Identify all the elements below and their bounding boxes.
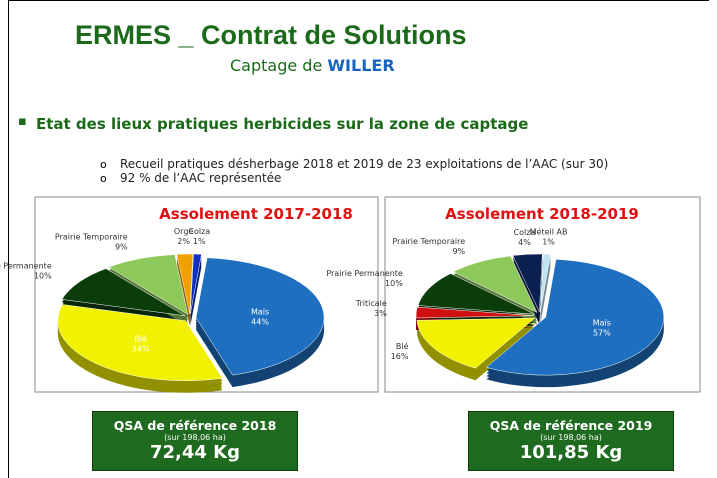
slice-label: Prairie Temporaire [55, 233, 128, 242]
slice-value: 16% [391, 352, 409, 361]
slice-label: Blé [396, 341, 409, 351]
slice-label: Colza [188, 227, 210, 236]
slice [540, 253, 551, 313]
slice-value: 2% [177, 237, 190, 246]
slice-value: 3% [374, 309, 387, 318]
subtitle-highlight: WILLER [327, 56, 395, 75]
sub-bullet: 92 % de l’AAC représentée [120, 171, 282, 185]
qsa-note: (sur 198,06 ha) [164, 433, 226, 442]
slice [61, 268, 186, 317]
slice [108, 254, 189, 315]
slice-label: Blé [134, 333, 147, 343]
slice-value: 9% [115, 243, 128, 252]
chart-title: Assolement 2017-2018 [159, 205, 353, 223]
slide-title: ERMES _ Contrat de Solutions [75, 20, 467, 50]
qsa-value: 72,44 Kg [149, 442, 241, 463]
sub-bullet: Recueil pratiques désherbage 2018 et 201… [120, 157, 609, 171]
slice-label: Prairie Permanente [326, 269, 403, 278]
qsa-box: QSA de référence 2019 (sur 198,06 ha) 10… [468, 411, 674, 471]
slice-label: Méteil AB [530, 227, 568, 237]
slice-value: 9% [452, 247, 465, 256]
slice-value: 44% [251, 318, 269, 327]
qsa-title: QSA de référence 2019 [489, 418, 653, 433]
slice-label: Orge [174, 227, 194, 236]
slice [417, 273, 535, 315]
bullet-marker: ▪ [18, 114, 27, 129]
slice-label: Prairie Permanente [0, 262, 52, 271]
slice-label: Prairie Temporaire [392, 237, 465, 246]
slice-value: 1% [193, 237, 206, 246]
slice [195, 257, 325, 376]
slice-label: Maïs [251, 308, 269, 317]
slice-label: Colza [514, 228, 536, 237]
slice-value: 34% [132, 344, 150, 353]
chart-title: Assolement 2018-2019 [445, 205, 639, 223]
slice [452, 255, 538, 314]
sub-bullet-marker: o [100, 158, 107, 171]
slice [57, 304, 223, 382]
slice-value: 10% [385, 279, 403, 288]
slice-value: 1% [542, 238, 555, 247]
bullet: Etat des lieux pratiques herbicides sur … [36, 115, 529, 133]
slice [416, 317, 536, 369]
slice-value: 57% [593, 329, 611, 338]
sub-bullet-marker: o [100, 172, 107, 185]
qsa-note: (sur 198,06 ha) [540, 433, 602, 442]
qsa-box: QSA de référence 2018 (sur 198,06 ha) 72… [92, 411, 298, 471]
subtitle: Captage de WILLER [230, 56, 395, 75]
slice [485, 259, 664, 376]
slice-value: 10% [34, 272, 52, 281]
frame [8, 0, 709, 478]
slice-value: 4% [518, 238, 531, 247]
qsa-title: QSA de référence 2018 [113, 418, 277, 433]
slice [512, 253, 543, 313]
slice-label: Maïs [593, 319, 611, 328]
slice-label: Triticale [355, 299, 387, 308]
slice [176, 253, 194, 315]
slice [415, 306, 535, 319]
qsa-value: 101,85 Kg [519, 442, 623, 463]
slice [190, 253, 202, 315]
subtitle-text: Captage de [230, 56, 323, 75]
